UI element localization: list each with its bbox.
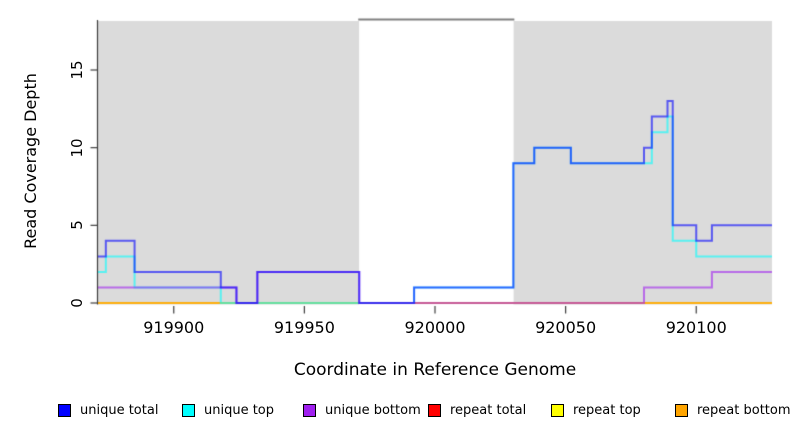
legend-swatch-icon <box>303 403 316 417</box>
x-axis-label: Coordinate in Reference Genome <box>293 360 577 380</box>
legend-swatch-icon <box>182 403 195 417</box>
legend-swatch-icon <box>551 403 564 417</box>
legend-label: repeat bottom <box>697 402 791 418</box>
x-tick-label: 919900 <box>143 318 205 337</box>
y-tick-label: 0 <box>68 298 86 308</box>
legend-label: unique total <box>80 402 159 418</box>
x-tick-label: 920000 <box>404 318 466 337</box>
x-tick-label: 920100 <box>665 318 727 337</box>
y-axis-label: Read Coverage Depth <box>21 73 40 249</box>
legend-item-repeat-total: repeat total <box>428 399 526 421</box>
legend-swatch-icon <box>675 403 688 417</box>
y-tick-label: 5 <box>68 220 86 231</box>
legend-label: unique bottom <box>325 402 421 418</box>
legend-item-unique-bottom: unique bottom <box>303 399 421 421</box>
x-tick-label: 920050 <box>535 318 597 337</box>
y-tick-label: 15 <box>68 60 86 80</box>
legend-label: repeat top <box>573 402 641 418</box>
legend-item-repeat-top: repeat top <box>551 399 641 421</box>
legend-item-unique-total: unique total <box>58 399 158 421</box>
x-tick-label: 919950 <box>273 318 335 337</box>
legend-label: unique top <box>204 402 275 418</box>
legend-swatch-icon <box>58 403 71 417</box>
legend-label: repeat total <box>450 402 527 418</box>
legend-item-unique-top: unique top <box>182 399 274 421</box>
legend-swatch-icon <box>428 403 441 417</box>
legend-item-repeat-bottom: repeat bottom <box>675 399 791 421</box>
y-tick-label: 10 <box>68 138 86 158</box>
